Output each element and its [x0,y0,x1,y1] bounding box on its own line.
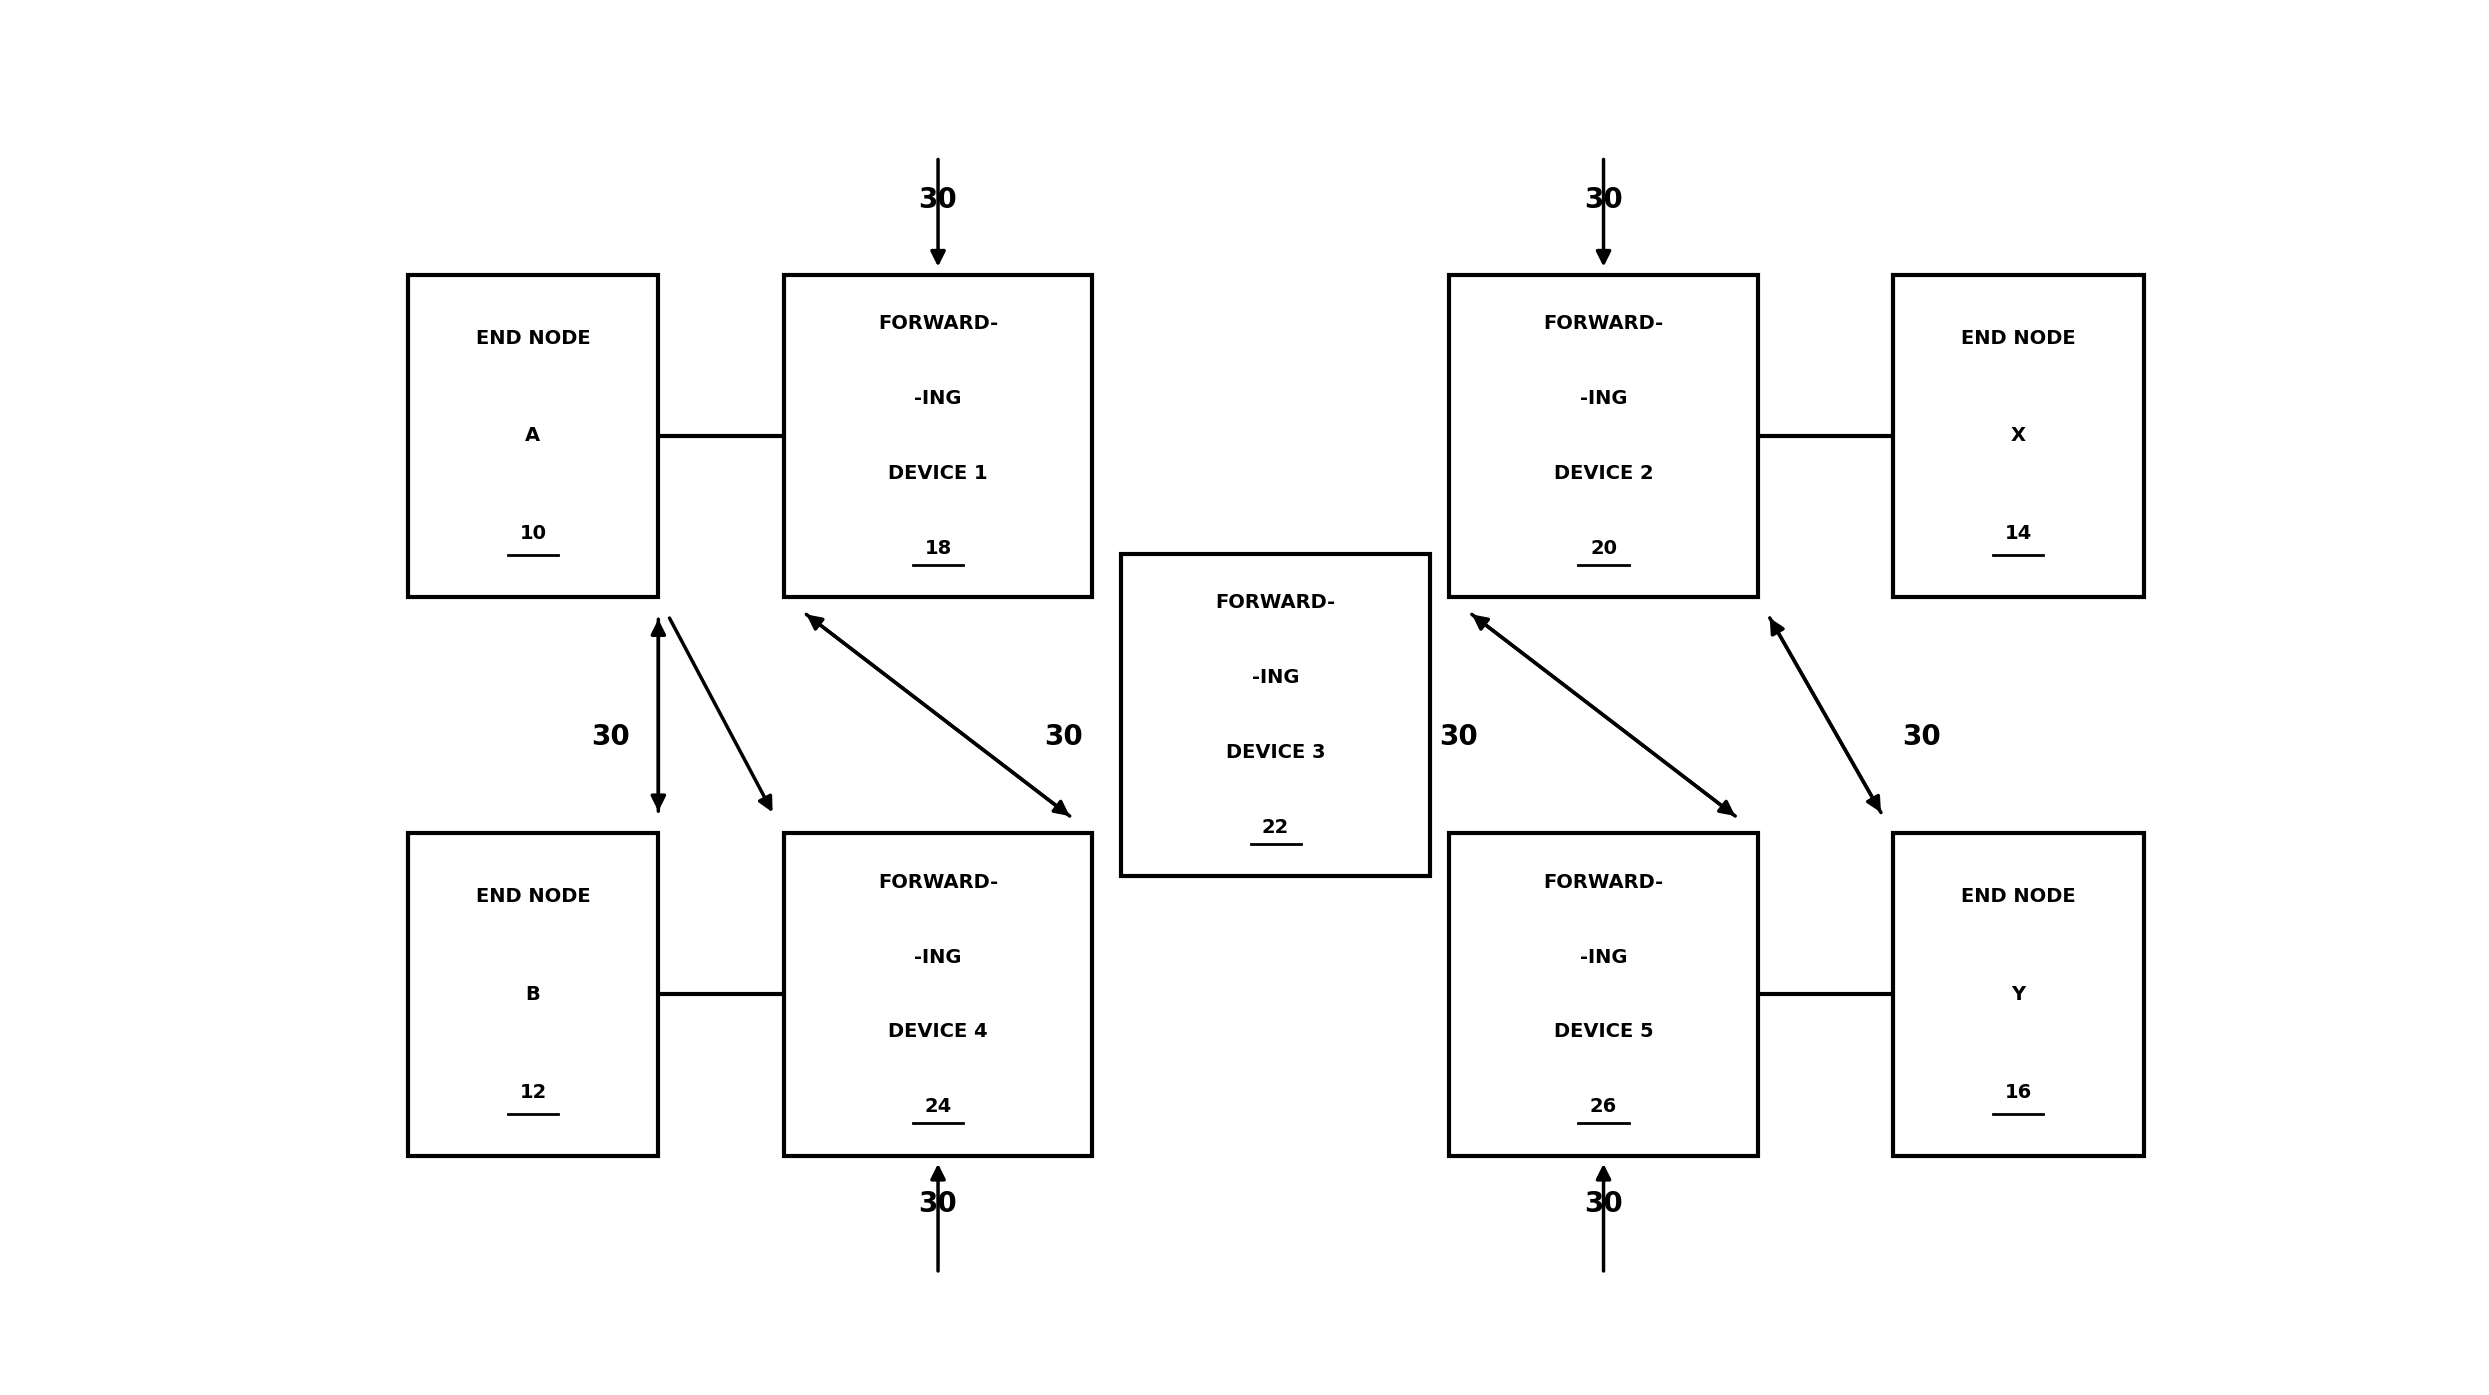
Text: FORWARD-: FORWARD- [1543,314,1663,333]
Bar [784,833,1093,1155]
Text: 30: 30 [1902,723,1941,751]
Text: Y: Y [2011,985,2026,1004]
Text: 14: 14 [2004,525,2031,543]
Text: 12: 12 [520,1083,548,1102]
Bar [408,833,657,1155]
Text: DEVICE 5: DEVICE 5 [1553,1023,1653,1042]
Text: -ING: -ING [913,389,961,407]
Text: FORWARD-: FORWARD- [1215,593,1337,612]
Text: 10: 10 [520,525,548,543]
Text: 30: 30 [918,1190,958,1218]
Bar [784,275,1093,597]
Text: FORWARD-: FORWARD- [1543,873,1663,891]
Bar [1449,275,1757,597]
Bar [1120,554,1429,876]
Text: -ING: -ING [913,947,961,967]
Text: -ING: -ING [1581,947,1628,967]
Text: 26: 26 [1590,1098,1618,1116]
Text: A: A [525,427,540,445]
Text: 20: 20 [1590,538,1618,558]
Text: 30: 30 [590,723,630,751]
Text: FORWARD-: FORWARD- [879,873,998,891]
Text: B: B [525,985,540,1004]
Bar [408,275,657,597]
Text: 18: 18 [923,538,951,558]
Text: 30: 30 [918,186,958,213]
Text: X: X [2011,427,2026,445]
Text: -ING: -ING [1581,389,1628,407]
Text: END NODE: END NODE [475,887,590,907]
Text: -ING: -ING [1252,668,1299,688]
Bar [1892,833,2143,1155]
Text: 16: 16 [2004,1083,2031,1102]
Text: DEVICE 1: DEVICE 1 [889,465,988,483]
Text: END NODE: END NODE [1961,887,2076,907]
Text: 30: 30 [1043,723,1083,751]
Text: END NODE: END NODE [1961,329,2076,347]
Text: DEVICE 3: DEVICE 3 [1227,744,1324,762]
Text: 30: 30 [1439,723,1478,751]
Text: DEVICE 4: DEVICE 4 [889,1023,988,1042]
Text: FORWARD-: FORWARD- [879,314,998,333]
Text: 30: 30 [1583,186,1623,213]
Text: 24: 24 [923,1098,951,1116]
Text: END NODE: END NODE [475,329,590,347]
Text: 22: 22 [1262,817,1289,837]
Text: 30: 30 [1583,1190,1623,1218]
Text: DEVICE 2: DEVICE 2 [1553,465,1653,483]
Bar [1892,275,2143,597]
Bar [1449,833,1757,1155]
